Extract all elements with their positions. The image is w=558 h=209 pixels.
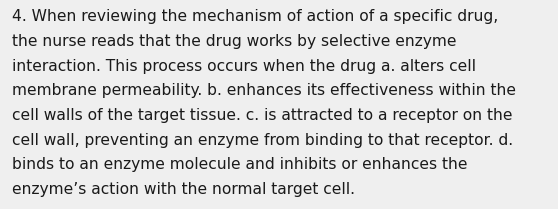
Text: binds to an enzyme molecule and inhibits or enhances the: binds to an enzyme molecule and inhibits… [12, 157, 468, 172]
Text: membrane permeability. b. enhances its effectiveness within the: membrane permeability. b. enhances its e… [12, 83, 516, 98]
Text: cell walls of the target tissue. c. is attracted to a receptor on the: cell walls of the target tissue. c. is a… [12, 108, 513, 123]
Text: cell wall, preventing an enzyme from binding to that receptor. d.: cell wall, preventing an enzyme from bin… [12, 133, 513, 148]
Text: the nurse reads that the drug works by selective enzyme: the nurse reads that the drug works by s… [12, 34, 457, 49]
Text: interaction. This process occurs when the drug a. alters cell: interaction. This process occurs when th… [12, 59, 477, 74]
Text: 4. When reviewing the mechanism of action of a specific drug,: 4. When reviewing the mechanism of actio… [12, 9, 498, 24]
Text: enzyme’s action with the normal target cell.: enzyme’s action with the normal target c… [12, 182, 355, 197]
